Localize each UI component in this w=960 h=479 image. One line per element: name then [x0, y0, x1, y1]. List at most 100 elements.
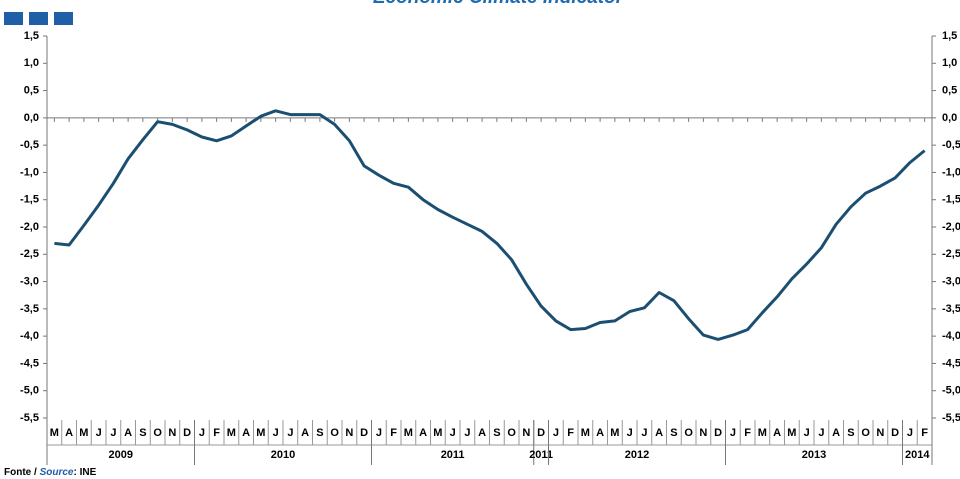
x-tick-label: M: [256, 427, 265, 439]
x-tick-label: J: [287, 427, 293, 439]
x-tick-label: S: [316, 427, 323, 439]
x-tick-label: N: [168, 427, 176, 439]
y2-tick-label: 0,5: [942, 84, 957, 96]
x-tick-label: J: [907, 427, 913, 439]
y2-tick-label: -5,0: [942, 385, 960, 397]
y2-tick-label: -2,0: [942, 221, 960, 233]
x-tick-label: M: [787, 427, 796, 439]
x-tick-label: A: [124, 427, 132, 439]
year-label: 2014: [905, 449, 930, 461]
x-tick-label: J: [627, 427, 633, 439]
y2-tick-label: -2,5: [942, 248, 960, 260]
y-tick-label: 1,0: [24, 57, 39, 69]
x-tick-label: O: [684, 427, 693, 439]
year-label: 2011: [529, 449, 553, 461]
y-tick-label: -5,0: [20, 385, 39, 397]
source-value: : INE: [73, 467, 96, 478]
y2-tick-label: 0,0: [942, 112, 957, 124]
x-tick-label: M: [50, 427, 59, 439]
y2-tick-label: -1,5: [942, 194, 960, 206]
x-tick-label: J: [110, 427, 116, 439]
x-tick-label: D: [360, 427, 368, 439]
x-tick-label: J: [376, 427, 382, 439]
x-tick-label: A: [655, 427, 663, 439]
x-tick-label: O: [861, 427, 870, 439]
y2-tick-label: -3,5: [942, 303, 960, 315]
x-tick-label: J: [464, 427, 470, 439]
x-tick-label: A: [301, 427, 309, 439]
y-tick-label: -2,5: [20, 248, 39, 260]
y-tick-label: -3,0: [20, 275, 39, 287]
x-tick-label: D: [183, 427, 191, 439]
x-tick-label: A: [832, 427, 840, 439]
year-label: 2010: [271, 449, 295, 461]
x-tick-label: A: [478, 427, 486, 439]
y-tick-label: -2,0: [20, 221, 39, 233]
x-tick-label: J: [804, 427, 810, 439]
x-tick-label: O: [153, 427, 162, 439]
x-tick-label: N: [699, 427, 707, 439]
y2-tick-label: -3,0: [942, 275, 960, 287]
y-tick-label: -4,0: [20, 330, 39, 342]
year-label: 2009: [109, 449, 133, 461]
y-tick-label: -3,5: [20, 303, 39, 315]
x-tick-label: F: [213, 427, 220, 439]
y2-tick-label: -1,0: [942, 166, 960, 178]
x-tick-label: M: [227, 427, 236, 439]
x-tick-label: M: [610, 427, 619, 439]
x-tick-label: S: [670, 427, 677, 439]
x-tick-label: O: [507, 427, 516, 439]
logo-block: [4, 12, 23, 25]
x-tick-label: J: [199, 427, 205, 439]
year-label: 2013: [802, 449, 826, 461]
y-tick-label: -5,5: [20, 412, 39, 424]
y-tick-label: -1,5: [20, 194, 39, 206]
x-tick-label: A: [65, 427, 73, 439]
x-tick-label: D: [537, 427, 545, 439]
y-tick-label: 1,5: [24, 30, 39, 42]
x-tick-label: M: [581, 427, 590, 439]
y2-tick-label: 1,0: [942, 57, 957, 69]
y-tick-label: -4,5: [20, 357, 39, 369]
y-tick-label: -0,5: [20, 139, 39, 151]
x-tick-label: S: [847, 427, 854, 439]
source-prefix: Fonte /: [4, 467, 37, 478]
x-tick-label: J: [96, 427, 102, 439]
x-tick-label: J: [273, 427, 279, 439]
x-tick-label: F: [390, 427, 397, 439]
x-tick-label: N: [876, 427, 884, 439]
x-tick-label: D: [714, 427, 722, 439]
x-tick-label: J: [450, 427, 456, 439]
x-tick-label: S: [493, 427, 500, 439]
x-tick-label: O: [330, 427, 339, 439]
y2-tick-label: -5,5: [942, 412, 960, 424]
logo-block: [54, 12, 73, 25]
y2-tick-label: -4,0: [942, 330, 960, 342]
x-tick-label: J: [818, 427, 824, 439]
source-label: Source: [40, 467, 74, 478]
x-tick-label: F: [567, 427, 574, 439]
x-tick-label: A: [596, 427, 604, 439]
x-tick-label: J: [553, 427, 559, 439]
x-tick-label: M: [79, 427, 88, 439]
x-tick-label: J: [641, 427, 647, 439]
x-tick-label: D: [891, 427, 899, 439]
y-tick-label: 0,5: [24, 84, 39, 96]
line-series: [54, 109, 926, 341]
x-tick-label: N: [345, 427, 353, 439]
y-tick-label: -1,0: [20, 166, 39, 178]
logo-block: [29, 12, 48, 25]
year-label: 2012: [625, 449, 649, 461]
x-tick-label: F: [921, 427, 928, 439]
source: Fonte / Source: INE: [4, 467, 97, 478]
x-tick-label: M: [758, 427, 767, 439]
x-tick-label: A: [773, 427, 781, 439]
chart-title: Economic Climate Indicator: [373, 0, 625, 8]
x-tick-label: A: [242, 427, 250, 439]
x-tick-label: S: [139, 427, 146, 439]
x-tick-label: N: [522, 427, 530, 439]
y2-tick-label: -4,5: [942, 357, 960, 369]
x-tick-label: M: [404, 427, 413, 439]
x-tick-label: M: [433, 427, 442, 439]
